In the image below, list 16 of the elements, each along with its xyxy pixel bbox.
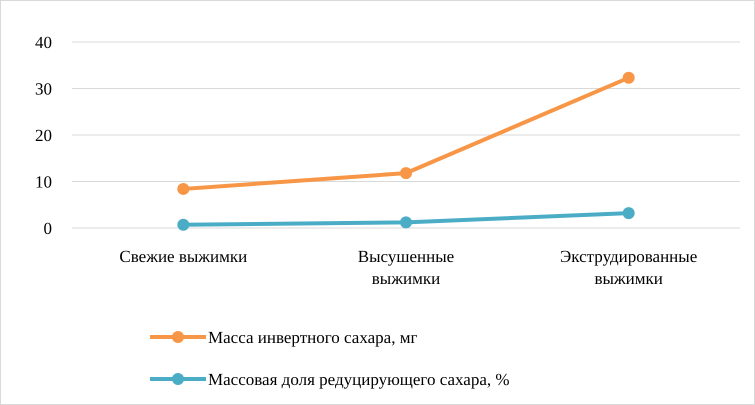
- x-tick-label: Экструдированные выжимки: [560, 247, 698, 288]
- x-tick-label: Свежие выжимки: [119, 247, 248, 266]
- y-tick-label: 40: [35, 32, 52, 52]
- point: [400, 216, 412, 228]
- x-tick-label: Высушенные выжимки: [358, 247, 454, 288]
- point: [177, 182, 190, 195]
- y-tick-label: 10: [35, 172, 52, 192]
- point: [400, 167, 412, 180]
- point: [622, 72, 635, 84]
- legend-label: Масса инвертного сахара, мг: [208, 328, 418, 347]
- point: [177, 218, 190, 231]
- legend-label: Массовая доля редуцирующего сахара, %: [208, 370, 510, 389]
- y-tick-label: 30: [35, 79, 52, 98]
- point: [622, 207, 635, 220]
- y-tick-label: 0: [44, 218, 52, 238]
- y-tick-label: 20: [35, 126, 52, 145]
